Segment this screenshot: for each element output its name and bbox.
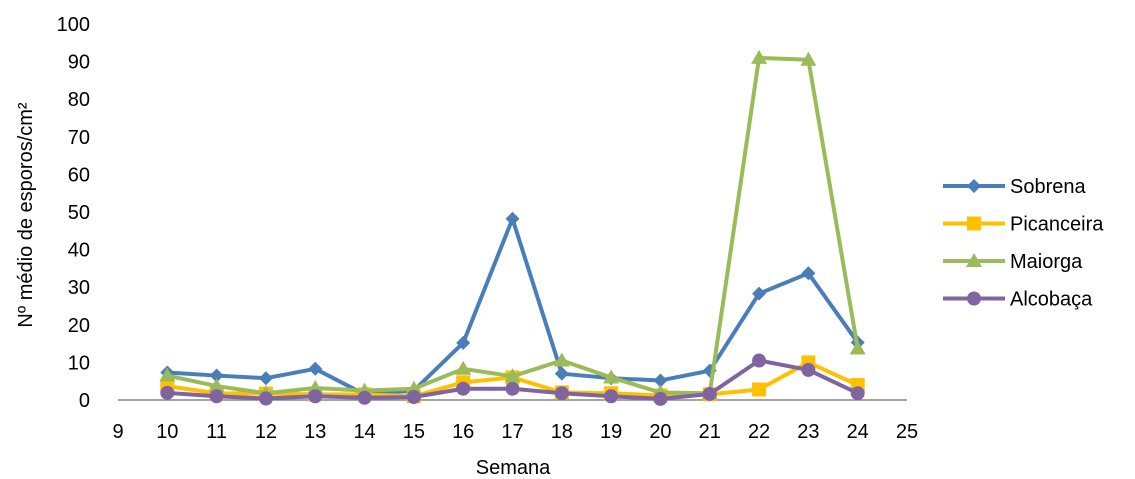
y-tick-label: 10 bbox=[68, 352, 90, 374]
data-point-diamond bbox=[801, 266, 816, 281]
y-tick-label: 100 bbox=[57, 14, 90, 36]
legend-marker-diamond bbox=[967, 179, 981, 193]
data-point-circle bbox=[406, 389, 421, 404]
x-tick-label: 10 bbox=[156, 421, 178, 443]
data-point-diamond bbox=[456, 335, 471, 350]
data-point-diamond bbox=[209, 368, 224, 383]
data-point-triangle bbox=[455, 360, 472, 375]
data-point-triangle bbox=[208, 378, 225, 393]
x-tick-label: 20 bbox=[649, 421, 671, 443]
data-point-circle bbox=[554, 386, 569, 401]
data-point-circle bbox=[357, 390, 372, 405]
y-tick-label: 90 bbox=[68, 52, 90, 74]
series-layer bbox=[159, 49, 866, 406]
y-axis-title-group: Nº médio de esporos/cm² bbox=[15, 102, 37, 328]
data-point-circle bbox=[653, 391, 668, 406]
x-tick-label: 25 bbox=[896, 421, 918, 443]
data-point-circle bbox=[604, 389, 619, 404]
data-point-diamond bbox=[258, 371, 273, 386]
y-axis-title: Nº médio de esporos/cm² bbox=[15, 102, 37, 328]
data-point-diamond bbox=[752, 286, 767, 301]
x-tick-label: 18 bbox=[551, 421, 573, 443]
data-point-circle bbox=[456, 381, 471, 396]
legend-marker-circle bbox=[967, 291, 981, 306]
data-point-circle bbox=[209, 389, 224, 404]
legend-label: Picanceira bbox=[1010, 214, 1104, 236]
data-point-triangle bbox=[504, 368, 521, 383]
x-tick-label: 9 bbox=[112, 421, 123, 443]
data-point-circle bbox=[505, 381, 520, 396]
data-point-diamond bbox=[505, 211, 520, 226]
legend-item: Picanceira bbox=[943, 214, 1104, 236]
x-tick-label: 21 bbox=[699, 421, 721, 443]
x-tick-label: 22 bbox=[748, 421, 770, 443]
y-tick-label: 40 bbox=[68, 240, 90, 262]
data-point-circle bbox=[160, 385, 175, 400]
data-point-triangle bbox=[603, 369, 620, 384]
legend-marker-square bbox=[967, 216, 981, 231]
y-tick-label: 80 bbox=[68, 89, 90, 111]
y-tick-label: 50 bbox=[68, 202, 90, 224]
x-tick-label: 19 bbox=[600, 421, 622, 443]
x-tick-label: 16 bbox=[452, 421, 474, 443]
data-point-diamond bbox=[554, 366, 569, 381]
legend-label: Alcobaça bbox=[1010, 289, 1093, 311]
data-point-triangle bbox=[800, 51, 817, 66]
x-tick-label: 11 bbox=[206, 421, 227, 443]
data-point-diamond bbox=[308, 361, 323, 376]
y-tick-label: 20 bbox=[68, 315, 90, 337]
data-point-triangle bbox=[553, 352, 570, 367]
y-tick-label: 70 bbox=[68, 127, 90, 149]
legend-label: Maiorga bbox=[1010, 251, 1083, 273]
data-point-diamond bbox=[653, 373, 668, 388]
data-point-circle bbox=[702, 386, 717, 401]
data-point-circle bbox=[850, 386, 865, 401]
legend-item: Sobrena bbox=[943, 176, 1086, 198]
data-point-triangle bbox=[307, 379, 324, 394]
y-tick-label: 30 bbox=[68, 277, 90, 299]
y-tick-label: 60 bbox=[68, 164, 90, 186]
x-tick-label: 17 bbox=[501, 421, 523, 443]
series-alcoba-a bbox=[160, 353, 865, 406]
legend-item: Maiorga bbox=[943, 251, 1083, 273]
x-tick-label: 15 bbox=[403, 421, 425, 443]
legend-marker-triangle bbox=[966, 253, 982, 267]
x-axis-title: Semana bbox=[476, 457, 551, 479]
data-point-circle bbox=[801, 362, 816, 377]
y-tick-label: 0 bbox=[79, 390, 90, 412]
data-point-square bbox=[752, 382, 767, 397]
x-tick-label: 14 bbox=[353, 421, 375, 443]
data-point-triangle bbox=[159, 367, 176, 382]
data-point-triangle bbox=[849, 340, 866, 355]
data-point-circle bbox=[308, 389, 323, 404]
legend-label: Sobrena bbox=[1010, 176, 1086, 198]
legend: Sobrena Picanceira Maiorga Alcobaça bbox=[943, 176, 1104, 311]
legend-item: Alcobaça bbox=[943, 289, 1093, 311]
x-tick-label: 23 bbox=[797, 421, 819, 443]
data-point-triangle bbox=[751, 49, 768, 64]
data-point-triangle bbox=[405, 380, 422, 395]
data-point-circle bbox=[258, 391, 273, 406]
x-tick-label: 12 bbox=[255, 421, 277, 443]
y-tick-labels: 0 10 20 30 40 50 60 70 80 90 100 bbox=[57, 14, 90, 412]
data-point-circle bbox=[752, 353, 767, 368]
x-tick-labels: 9 10 11 12 13 14 15 16 17 18 19 20 21 22 23 24 25 bbox=[112, 421, 918, 443]
x-tick-label: 13 bbox=[304, 421, 326, 443]
x-tick-label: 24 bbox=[847, 421, 869, 443]
series-line bbox=[167, 216, 860, 397]
